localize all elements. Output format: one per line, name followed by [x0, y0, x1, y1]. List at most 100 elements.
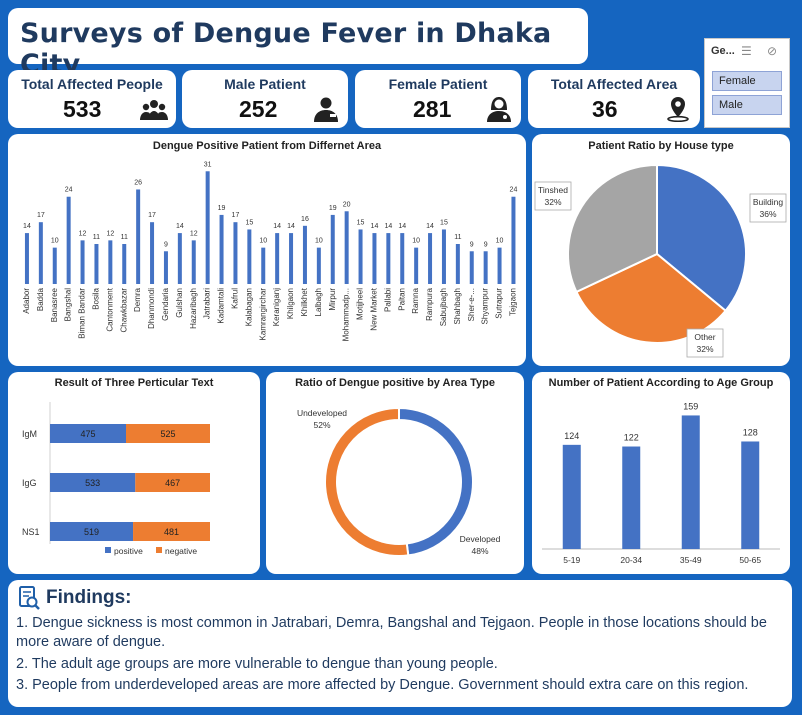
area-bar — [24, 233, 29, 284]
area-bar — [122, 244, 127, 284]
area-bar — [66, 196, 71, 284]
area-data-label: 15 — [357, 219, 365, 226]
pie-value-label: 32% — [696, 344, 713, 354]
legend-label: positive — [114, 546, 143, 556]
area-data-label: 31 — [204, 161, 212, 168]
kpi-male-patient: Male Patient 252 — [182, 70, 348, 128]
tests-data-label: 481 — [164, 527, 179, 537]
area-tick-label: Lalbagh — [314, 288, 323, 316]
area-data-label: 26 — [134, 179, 142, 186]
tests-bar-negative — [135, 473, 210, 492]
area-tick-label: Sher-e-... — [467, 288, 476, 321]
area-bar — [205, 171, 210, 284]
area-data-label: 11 — [93, 234, 100, 241]
area-data-label: 9 — [164, 241, 168, 248]
kpi-female-patient: Female Patient 281 — [355, 70, 521, 128]
kpi-total-affected-people: Total Affected People 533 — [8, 70, 176, 128]
tests-bar-negative — [133, 522, 210, 541]
kpi-value: 533 — [63, 96, 102, 122]
doughnut-value-label: 52% — [313, 420, 330, 430]
doughnut-category-label: Undeveloped — [297, 408, 347, 418]
area-bar — [247, 229, 252, 284]
area-tick-label: Hazaribagh — [189, 288, 198, 329]
tests-bar-positive — [50, 522, 134, 541]
finding-item: 2. The adult age groups are more vulnera… — [16, 656, 498, 672]
area-data-label: 14 — [176, 223, 184, 230]
area-tick-label: Mohammadp... — [342, 288, 351, 341]
area-bar — [289, 233, 294, 284]
chart-title: Number of Patient According to Age Group — [548, 377, 774, 389]
area-data-label: 14 — [273, 223, 281, 230]
gender-slicer[interactable]: Ge... ☰ ⊘ Female Male — [704, 38, 790, 128]
kpi-value: 281 — [413, 96, 452, 122]
area-bar — [177, 233, 182, 284]
area-bar — [400, 233, 405, 284]
area-data-label: 11 — [121, 234, 128, 241]
area-tick-label: Motijheel — [356, 288, 365, 320]
area-tick-label: Sutrapur — [495, 288, 504, 319]
area-data-label: 14 — [426, 223, 434, 230]
area-data-label: 10 — [51, 238, 59, 245]
pie-value-label: 32% — [544, 197, 561, 207]
area-bar — [80, 240, 85, 284]
area-tick-label: Kamrangirchar — [258, 288, 267, 341]
area-data-label: 14 — [371, 223, 379, 230]
pie-label-box — [749, 193, 787, 223]
tests-bar-positive — [50, 424, 126, 443]
area-data-label: 19 — [218, 205, 226, 212]
area-bar — [372, 233, 377, 284]
kpi-label: Total Affected Area — [550, 76, 678, 92]
slicer-item-female[interactable]: Female — [712, 71, 782, 91]
age-tick-label: 50-65 — [739, 555, 761, 565]
pie-category-label: Building — [753, 197, 784, 207]
area-bar — [150, 222, 155, 284]
findings-card: Findings: 1. Dengue sickness is most com… — [8, 580, 792, 707]
legend-swatch — [105, 547, 111, 553]
age-group-bar-chart: 124 5-19 122 20-34 159 35-49 128 50-65 — [542, 401, 780, 565]
male-user-icon — [314, 97, 338, 122]
area-data-label: 12 — [190, 230, 198, 237]
age-group-card: Number of Patient According to Age Group… — [532, 372, 790, 574]
area-data-label: 10 — [412, 238, 420, 245]
tests-bar-negative — [126, 424, 210, 443]
multi-select-icon[interactable]: ☰ — [741, 44, 752, 58]
area-tick-label: Bangshal — [64, 288, 73, 322]
age-bar — [741, 441, 760, 549]
area-bar — [469, 251, 474, 284]
area-data-label: 14 — [398, 223, 406, 230]
area-data-label: 10 — [259, 238, 267, 245]
kpi-label: Total Affected People — [21, 76, 163, 92]
area-bar — [94, 244, 99, 284]
area-tick-label: Adabor — [22, 288, 31, 314]
slicer-header: Ge... — [711, 45, 735, 57]
area-data-label: 24 — [510, 187, 518, 194]
tests-data-label: 475 — [80, 429, 95, 439]
doughnut-value-label: 48% — [471, 546, 488, 556]
area-bar — [163, 251, 168, 284]
finding-item: 3. People from underdeveloped areas are … — [16, 677, 749, 693]
area-tick-label: Rampura — [425, 287, 434, 320]
area-tick-label: Kafrul — [230, 288, 239, 309]
area-tick-label: Gendaria — [161, 287, 170, 320]
finding-item: 1. Dengue sickness is most common in Jat… — [16, 615, 767, 650]
chart-title: Patient Ratio by House type — [588, 140, 734, 152]
area-type-card: Ratio of Dengue positive by Area Type De… — [266, 372, 524, 574]
tests-bar-positive — [50, 473, 136, 492]
age-tick-label: 20-34 — [620, 555, 642, 565]
area-tick-label: Badda — [36, 287, 45, 311]
area-bar — [52, 247, 57, 284]
area-tick-label: Shyampur — [481, 288, 490, 325]
area-data-label: 19 — [329, 205, 337, 212]
area-data-label: 14 — [287, 223, 295, 230]
report-search-icon — [19, 586, 40, 610]
pie-label-box — [686, 328, 724, 358]
kpi-label: Male Patient — [224, 76, 306, 92]
clear-filter-icon[interactable]: ⊘ — [767, 44, 778, 58]
age-data-label: 122 — [624, 433, 639, 443]
pie-slice — [656, 163, 747, 313]
people-group-icon — [140, 100, 168, 120]
slicer-item-male[interactable]: Male — [712, 95, 782, 115]
doughnut-category-label: Developed — [460, 534, 501, 544]
area-tick-label: New Market — [369, 287, 378, 330]
tests-category-label: NS1 — [22, 527, 40, 537]
